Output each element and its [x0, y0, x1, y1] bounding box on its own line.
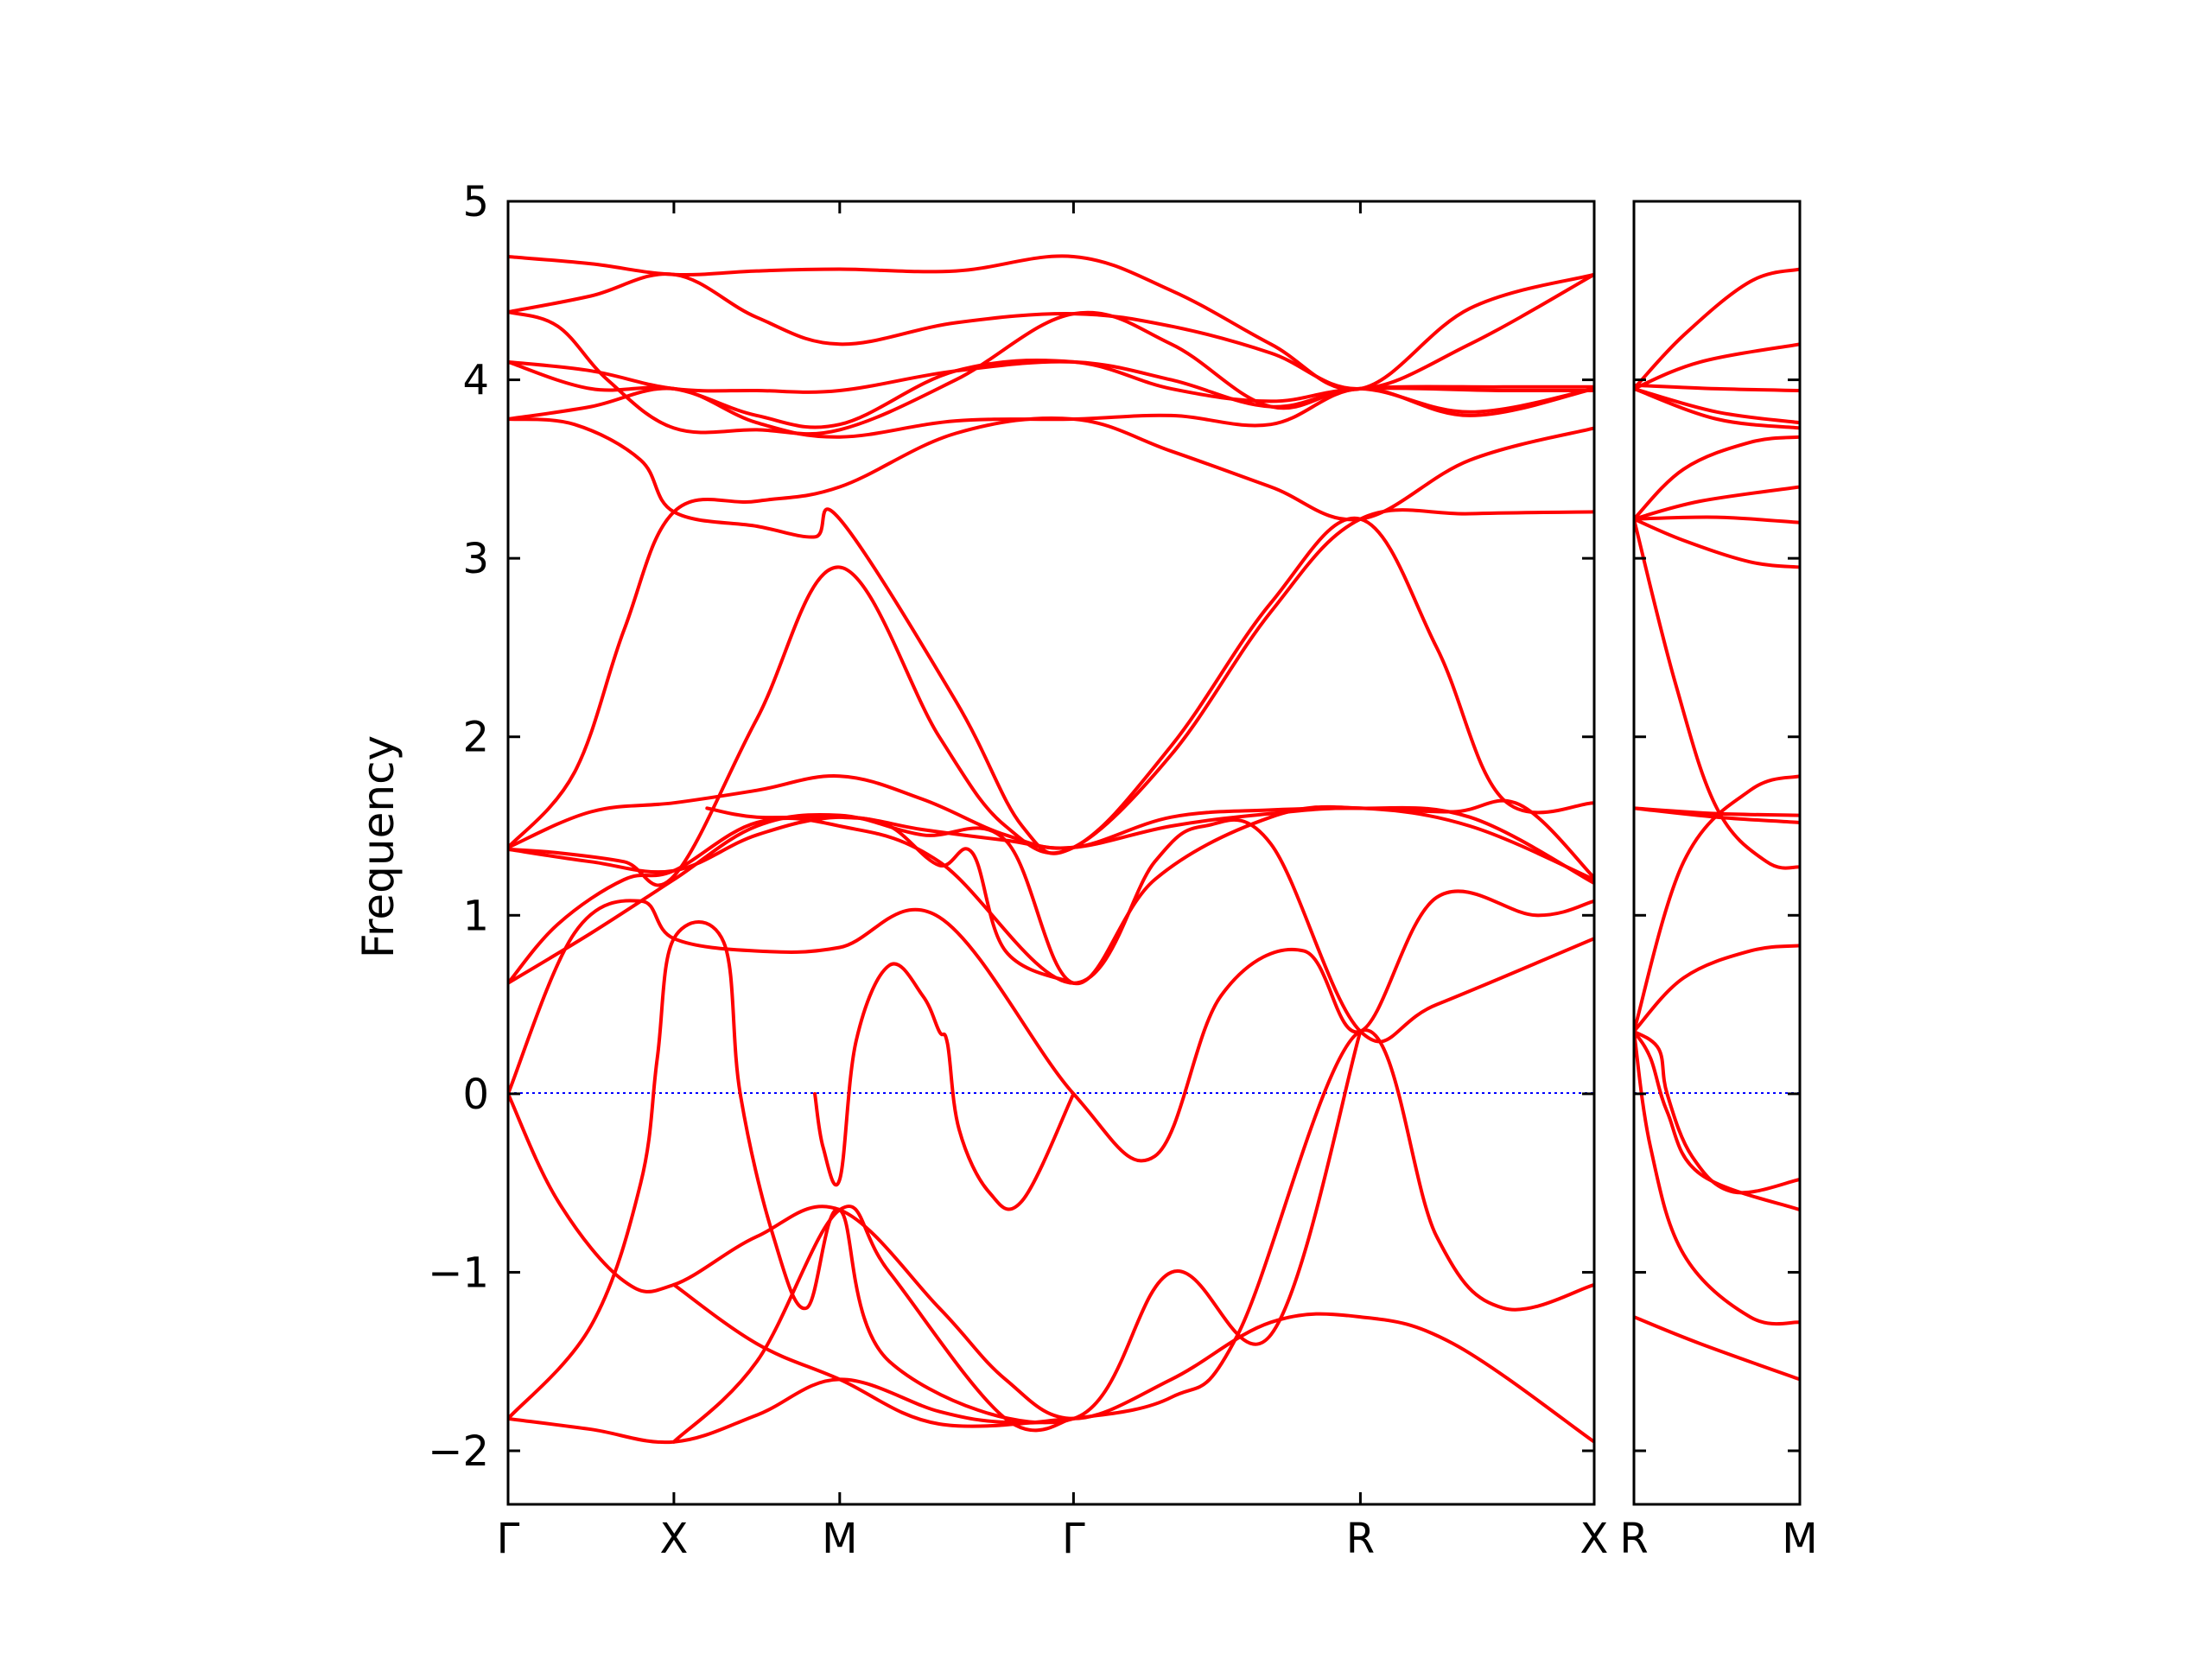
inset-band-5: [1634, 386, 1800, 430]
main-band-7: [508, 417, 1594, 855]
x-tick-label: M: [1782, 1515, 1817, 1563]
inset-band-1: [1634, 267, 1800, 391]
main-band-21: [705, 806, 1076, 985]
main-band-14: [508, 889, 1594, 1163]
main-panel: −2 −1 0 1 2 3 4 5 Γ X M Γ R X: [428, 178, 1608, 1563]
y-axis-label: Frequency: [353, 735, 404, 958]
inset-band-6: [1634, 435, 1800, 521]
inset-band-14: [1634, 944, 1800, 1033]
x-tick-label: R: [1346, 1515, 1375, 1563]
y-tick-label: 1: [462, 892, 489, 940]
y-tick-label: −2: [428, 1427, 489, 1476]
main-band-15: [508, 1091, 1594, 1444]
main-band-12: [508, 804, 1594, 986]
inset-band-4: [1634, 386, 1800, 425]
main-band-1: [508, 254, 1594, 391]
inset-bands: [1634, 267, 1800, 1382]
inset-band-18: [1634, 1315, 1800, 1382]
main-band-16: [508, 1028, 1594, 1445]
main-band-17: [508, 920, 1363, 1425]
inset-band-16: [1634, 1029, 1800, 1212]
x-tick-label: M: [822, 1515, 857, 1563]
y-tick-label: 5: [462, 178, 489, 226]
x-tick-label: R: [1619, 1515, 1648, 1563]
y-tick-label: 4: [462, 357, 489, 405]
inset-band-15: [1634, 1029, 1800, 1195]
x-tick-label: X: [659, 1515, 688, 1563]
main-band-6: [508, 386, 1594, 439]
y-tick-label: 0: [462, 1071, 489, 1119]
y-tick-label: −1: [428, 1249, 489, 1297]
main-band-19: [671, 1282, 1076, 1428]
inset-band-17: [1634, 1029, 1800, 1326]
y-tick-label: 2: [462, 714, 489, 762]
main-band-20: [813, 962, 1076, 1211]
inset-band-9: [1634, 517, 1800, 569]
main-band-3: [508, 310, 1594, 436]
inset-band-8: [1634, 515, 1800, 524]
x-tick-label: Γ: [1062, 1515, 1085, 1563]
main-band-4: [508, 359, 1594, 409]
main-band-8: [508, 416, 1594, 849]
main-band-10: [508, 774, 1594, 880]
x-tick-label: X: [1580, 1515, 1609, 1563]
x-tick-label: Γ: [497, 1515, 520, 1563]
inset-band-10: [1634, 517, 1800, 870]
y-tick-label: 3: [462, 535, 489, 583]
main-band-18: [671, 1205, 1076, 1444]
main-bands: [508, 254, 1594, 1445]
inset-band-7: [1634, 485, 1800, 521]
inset-plot-frame: [1632, 200, 1802, 1506]
main-band-9: [508, 516, 1594, 887]
inset-band-3: [1634, 383, 1800, 392]
inset-band-13: [1634, 774, 1800, 1033]
inset-band-2: [1634, 342, 1800, 391]
main-band-2: [508, 272, 1594, 391]
main-plot-frame: [506, 200, 1596, 1506]
